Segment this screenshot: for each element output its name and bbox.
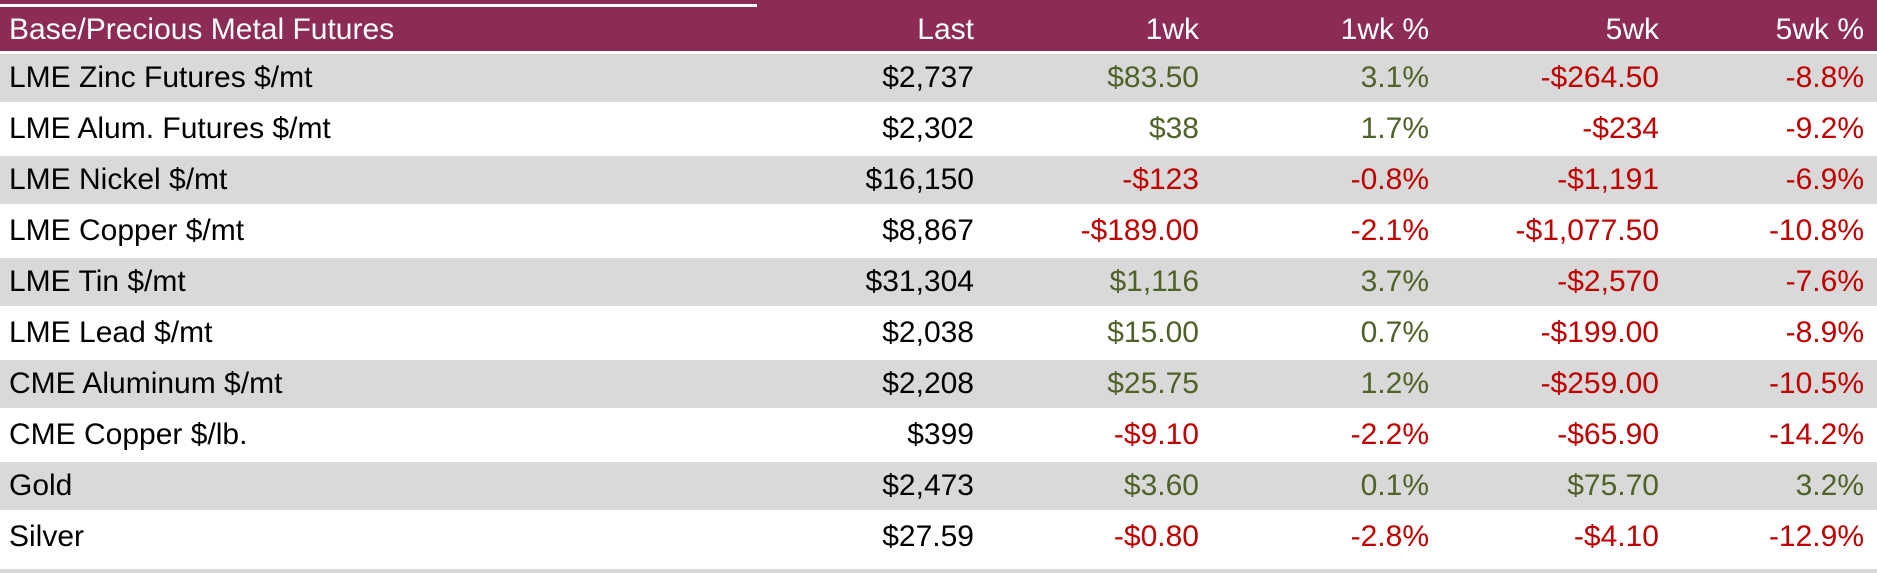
table-row: LME Zinc Futures $/mt $2,737 $83.50 3.1% -$2…	[0, 54, 1877, 105]
5wk-cell: -$1,191	[1557, 163, 1659, 196]
instrument-cell: LME Tin $/mt	[9, 265, 186, 298]
5wk-pct-cell: -6.9%	[1785, 163, 1864, 196]
cropped-top-row	[0, 0, 1877, 8]
5wk-pct-cell: -12.9%	[1768, 520, 1864, 553]
5wk-cell: -$259.00	[1540, 367, 1659, 400]
table-header-row: Base/Precious Metal Futures Last 1wk 1wk % 5…	[0, 8, 1877, 54]
1wk-cell: -$189.00	[1080, 214, 1199, 247]
last-cell: $2,302	[882, 112, 974, 145]
last-cell: $31,304	[865, 265, 974, 298]
5wk-cell: $75.70	[1567, 469, 1659, 502]
1wk-cell: -$0.80	[1113, 520, 1199, 553]
1wk-cell: $38	[1148, 112, 1199, 145]
table-row: Silver $27.59 -$0.80 -2.8% -$4.10 -12.9%	[0, 513, 1877, 564]
instrument-cell: LME Alum. Futures $/mt	[9, 112, 331, 145]
5wk-cell: -$1,077.50	[1515, 214, 1659, 247]
instrument-cell: LME Zinc Futures $/mt	[9, 61, 313, 94]
table-row: CME Aluminum $/mt $2,208 $25.75 1.2% -$259.0…	[0, 360, 1877, 411]
table-row: CME Copper $/lb. $399 -$9.10 -2.2% -$65.90 -1…	[0, 411, 1877, 462]
column-header-last: Last	[917, 13, 974, 46]
last-cell: $2,208	[882, 367, 974, 400]
1wk-cell: $3.60	[1123, 469, 1199, 502]
5wk-cell: -$199.00	[1540, 316, 1659, 349]
1wk-pct-cell: 0.1%	[1360, 469, 1429, 502]
1wk-pct-cell: -0.8%	[1350, 163, 1429, 196]
1wk-pct-cell: 1.2%	[1360, 367, 1429, 400]
instrument-cell: LME Nickel $/mt	[9, 163, 228, 196]
5wk-cell: -$65.90	[1557, 418, 1659, 451]
instrument-cell: CME Copper $/lb.	[9, 418, 248, 451]
1wk-cell: $15.00	[1107, 316, 1199, 349]
5wk-pct-cell: -9.2%	[1785, 112, 1864, 145]
5wk-cell: -$234	[1582, 112, 1659, 145]
instrument-cell: Silver	[9, 520, 85, 553]
1wk-pct-cell: -2.8%	[1350, 520, 1429, 553]
table-row: LME Lead $/mt $2,038 $15.00 0.7% -$199.00 -8.…	[0, 309, 1877, 360]
table-row: LME Tin $/mt $31,304 $1,116 3.7% -$2,570 -7.6…	[0, 258, 1877, 309]
1wk-cell: $1,116	[1109, 265, 1199, 298]
1wk-cell: $25.75	[1107, 367, 1199, 400]
top-row-divider	[0, 4, 757, 7]
1wk-pct-cell: 0.7%	[1360, 316, 1429, 349]
1wk-pct-cell: -2.2%	[1350, 418, 1429, 451]
5wk-pct-cell: -14.2%	[1768, 418, 1864, 451]
1wk-cell: $83.50	[1107, 61, 1199, 94]
table-row: LME Alum. Futures $/mt $2,302 $38 1.7% -$234…	[0, 105, 1877, 156]
table-row: Gold $2,473 $3.60 0.1% $75.70 3.2%	[0, 462, 1877, 513]
5wk-pct-cell: -8.9%	[1785, 316, 1864, 349]
instrument-cell: LME Lead $/mt	[9, 316, 213, 349]
last-cell: $2,737	[882, 61, 974, 94]
table-row: LME Copper $/mt $8,867 -$189.00 -2.1% -$1,07…	[0, 207, 1877, 258]
5wk-cell: -$4.10	[1573, 520, 1659, 553]
1wk-pct-cell: 1.7%	[1360, 112, 1429, 145]
5wk-pct-cell: -10.8%	[1768, 214, 1864, 247]
1wk-pct-cell: -2.1%	[1350, 214, 1429, 247]
table-row: LME Nickel $/mt $16,150 -$123 -0.8% -$1,191 -…	[0, 156, 1877, 207]
last-cell: $8,867	[882, 214, 974, 247]
instrument-cell: LME Copper $/mt	[9, 214, 245, 247]
instrument-cell: Gold	[9, 469, 73, 502]
1wk-pct-cell: 3.7%	[1360, 265, 1429, 298]
5wk-pct-cell: 3.2%	[1795, 469, 1864, 502]
column-header-5wk-pct: 5wk %	[1775, 13, 1864, 46]
cropped-bottom-row	[0, 569, 1877, 573]
1wk-cell: -$123	[1122, 163, 1199, 196]
column-header-1wk-pct: 1wk %	[1340, 13, 1429, 46]
last-cell: $16,150	[865, 163, 974, 196]
column-header-instrument: Base/Precious Metal Futures	[9, 13, 395, 46]
5wk-pct-cell: -7.6%	[1785, 265, 1864, 298]
last-cell: $27.59	[882, 520, 974, 553]
1wk-cell: -$9.10	[1113, 418, 1199, 451]
1wk-pct-cell: 3.1%	[1360, 61, 1429, 94]
last-cell: $2,038	[882, 316, 974, 349]
5wk-cell: -$264.50	[1540, 61, 1659, 94]
5wk-pct-cell: -8.8%	[1785, 61, 1864, 94]
column-header-5wk: 5wk	[1605, 13, 1659, 46]
last-cell: $399	[907, 418, 974, 451]
5wk-pct-cell: -10.5%	[1768, 367, 1864, 400]
column-header-1wk: 1wk	[1145, 13, 1199, 46]
last-cell: $2,473	[882, 469, 974, 502]
instrument-cell: CME Aluminum $/mt	[9, 367, 283, 400]
5wk-cell: -$2,570	[1557, 265, 1659, 298]
